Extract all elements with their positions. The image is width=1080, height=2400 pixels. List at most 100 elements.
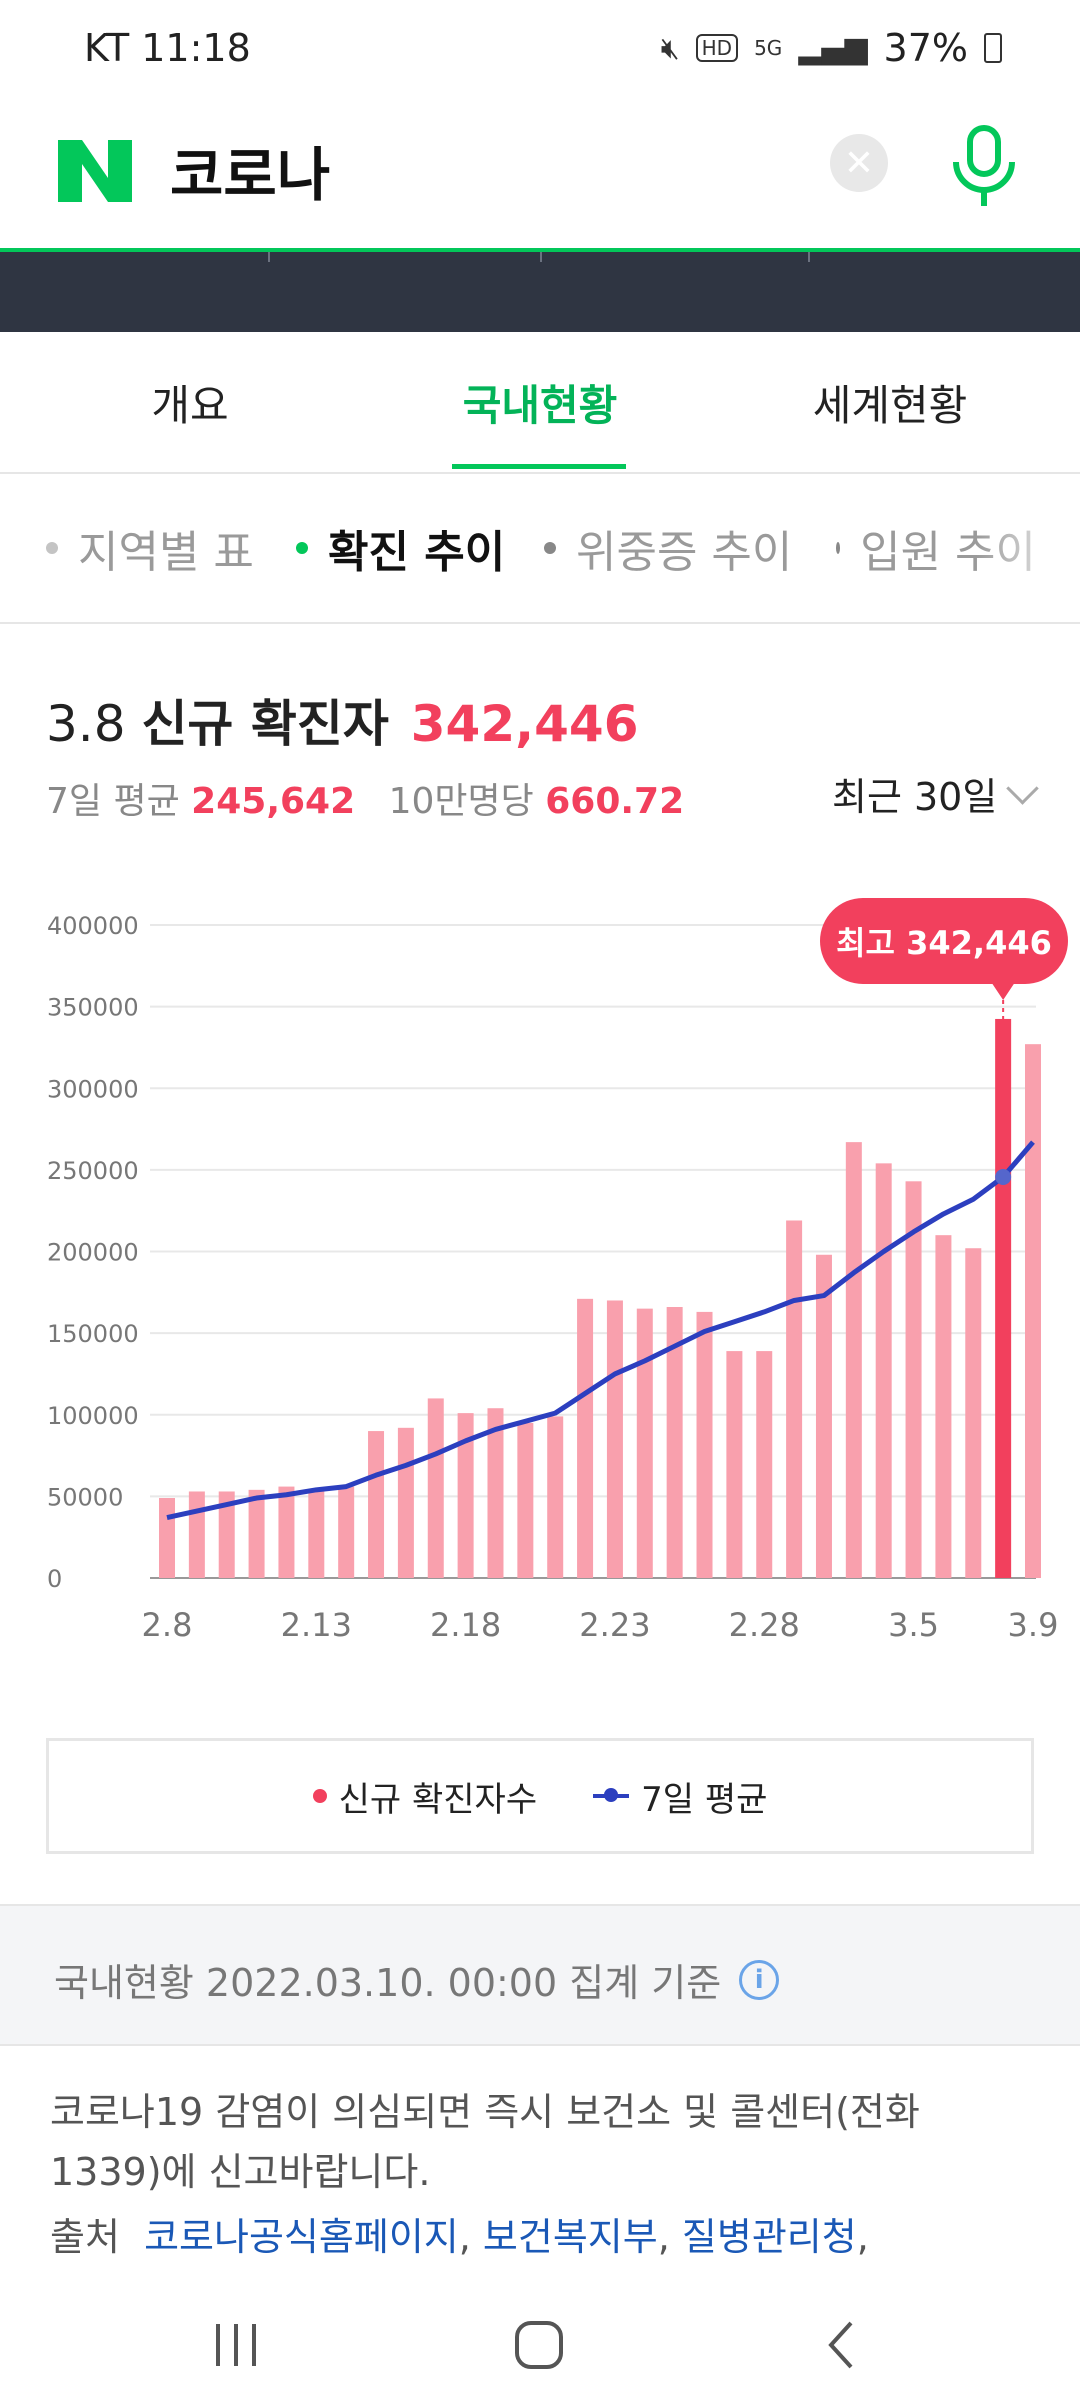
bar <box>935 1235 952 1578</box>
clear-search-button[interactable]: ✕ <box>830 134 888 192</box>
highlight-bar <box>995 1018 1012 1578</box>
avg-line <box>166 1140 1035 1521</box>
subtab-label: 확진 추이 <box>328 527 506 578</box>
bar <box>666 1307 683 1578</box>
bar <box>547 1416 564 1578</box>
info-icon[interactable]: i <box>739 1959 780 2000</box>
battery-percent: 37% <box>883 26 968 70</box>
bar <box>756 1351 773 1578</box>
info-text-row: 국내현황 2022.03.10. 00:00 집계 기준 i <box>54 1952 780 2007</box>
period-label: 최근 30일 <box>832 775 998 819</box>
bar <box>577 1298 594 1578</box>
home-button[interactable] <box>494 2310 584 2380</box>
search-query[interactable]: 코로나 <box>170 141 331 209</box>
bar <box>338 1486 355 1578</box>
period-dropdown[interactable]: 최근 30일 <box>832 766 1040 821</box>
info-band: 국내현황 2022.03.10. 00:00 집계 기준 i <box>0 1904 1080 2046</box>
bullet-icon <box>296 542 308 554</box>
bar <box>606 1300 623 1578</box>
scrolled-banner-strip <box>0 252 1080 332</box>
bar <box>517 1422 534 1578</box>
bar <box>248 1489 265 1578</box>
y-tick-label: 200000 <box>47 1239 139 1267</box>
bar <box>368 1431 385 1578</box>
recent-apps-button[interactable] <box>192 2310 282 2380</box>
legend-bar-item[interactable]: 신규 확진자수 <box>312 1772 537 1821</box>
back-icon <box>828 2321 853 2369</box>
legend-line-icon <box>593 1788 630 1802</box>
subtab-confirmed-trend[interactable]: 확진 추이 <box>296 516 505 580</box>
legend-line-label: 7일 평균 <box>641 1779 768 1820</box>
bar <box>905 1181 922 1578</box>
bar <box>278 1486 295 1578</box>
x-tick-label: 2.8 <box>142 1606 193 1644</box>
strip-divider <box>268 252 270 262</box>
bar <box>487 1408 504 1578</box>
bar <box>815 1254 832 1578</box>
tab-domestic[interactable]: 국내현황 <box>462 380 618 430</box>
per-label: 10만명당 <box>388 781 534 822</box>
mute-icon: 🔇︎ <box>660 30 680 66</box>
source-link-kdca[interactable]: 질병관리청 <box>681 2215 857 2259</box>
status-icons: 🔇︎ HD 5G ▂▄▆ 37% <box>661 26 1002 70</box>
recent-apps-icon <box>216 2324 256 2366</box>
per-value: 660.72 <box>545 781 685 822</box>
battery-icon <box>984 33 1002 63</box>
x-tick-label: 2.23 <box>579 1606 650 1644</box>
callout-bubble <box>820 898 1068 984</box>
tab-world[interactable]: 세계현황 <box>812 380 968 430</box>
x-tick-label: 3.5 <box>888 1606 939 1644</box>
y-tick-label: 250000 <box>47 1157 139 1185</box>
home-icon <box>515 2321 563 2369</box>
headline-label: 신규 확진자 <box>141 695 389 753</box>
bar <box>1025 1044 1041 1578</box>
bar <box>427 1398 444 1578</box>
subtab-region-table[interactable]: 지역별 표 <box>46 516 254 580</box>
y-tick-label: 350000 <box>47 994 139 1022</box>
y-tick-label: 150000 <box>47 1320 139 1348</box>
y-tick-label: 300000 <box>47 1075 139 1103</box>
legend-line-item[interactable]: 7일 평균 <box>593 1772 767 1821</box>
sub-tabs: 지역별 표 확진 추이 위중증 추이 입원 추이 <box>0 474 1080 624</box>
subtab-label: 위중증 추이 <box>576 527 793 578</box>
mic-icon[interactable] <box>944 122 1024 212</box>
subtab-critical-trend[interactable]: 위중증 추이 <box>544 516 792 580</box>
notice-text: 코로나19 감염이 의심되면 즉시 보건소 및 콜센터(전화 1339)에 신고… <box>50 2090 920 2194</box>
main-tabs: 개요 국내현황 세계현황 <box>0 332 1080 474</box>
active-tab-indicator <box>452 464 626 469</box>
source-link-kdca-home[interactable]: 코로나공식홈페이지 <box>144 2215 459 2259</box>
x-tick-label: 3.9 <box>1008 1606 1059 1644</box>
avg-point-highlight <box>995 1168 1012 1185</box>
source-link-mohw[interactable]: 보건복지부 <box>482 2215 658 2259</box>
bar <box>696 1311 713 1578</box>
tab-overview[interactable]: 개요 <box>151 380 229 430</box>
bar <box>188 1491 205 1578</box>
bullet-icon <box>836 542 841 554</box>
system-nav-bar <box>0 2290 1080 2400</box>
chevron-down-icon <box>1006 772 1040 805</box>
headline-value: 342,446 <box>410 695 639 753</box>
y-tick-label: 400000 <box>47 912 139 940</box>
back-button[interactable] <box>796 2310 886 2380</box>
hd-icon: HD <box>695 34 739 62</box>
close-icon: ✕ <box>843 142 875 184</box>
chart-legend: 신규 확진자수 7일 평균 <box>46 1738 1034 1854</box>
naver-logo-icon[interactable] <box>58 134 132 208</box>
bar <box>159 1498 175 1578</box>
callout-pointer <box>991 982 1016 1000</box>
subtab-label: 지역별 표 <box>78 527 254 578</box>
bullet-icon <box>544 542 556 554</box>
bullet-icon <box>46 542 58 554</box>
y-tick-label: 50000 <box>47 1483 123 1511</box>
avg-value: 245,642 <box>191 781 356 822</box>
bar <box>218 1491 235 1578</box>
y-tick-label: 0 <box>47 1565 62 1593</box>
bar <box>457 1413 474 1578</box>
strip-divider <box>540 252 542 262</box>
signal-icon: ▂▄▆ <box>798 30 868 66</box>
x-tick-label: 2.28 <box>729 1606 800 1644</box>
avg-label: 7일 평균 <box>46 781 180 822</box>
callout-label: 최고 342,446 <box>836 924 1052 962</box>
bar <box>726 1351 743 1578</box>
source-row: 출처 코로나공식홈페이지, 보건복지부, 질병관리청, <box>50 2215 869 2259</box>
